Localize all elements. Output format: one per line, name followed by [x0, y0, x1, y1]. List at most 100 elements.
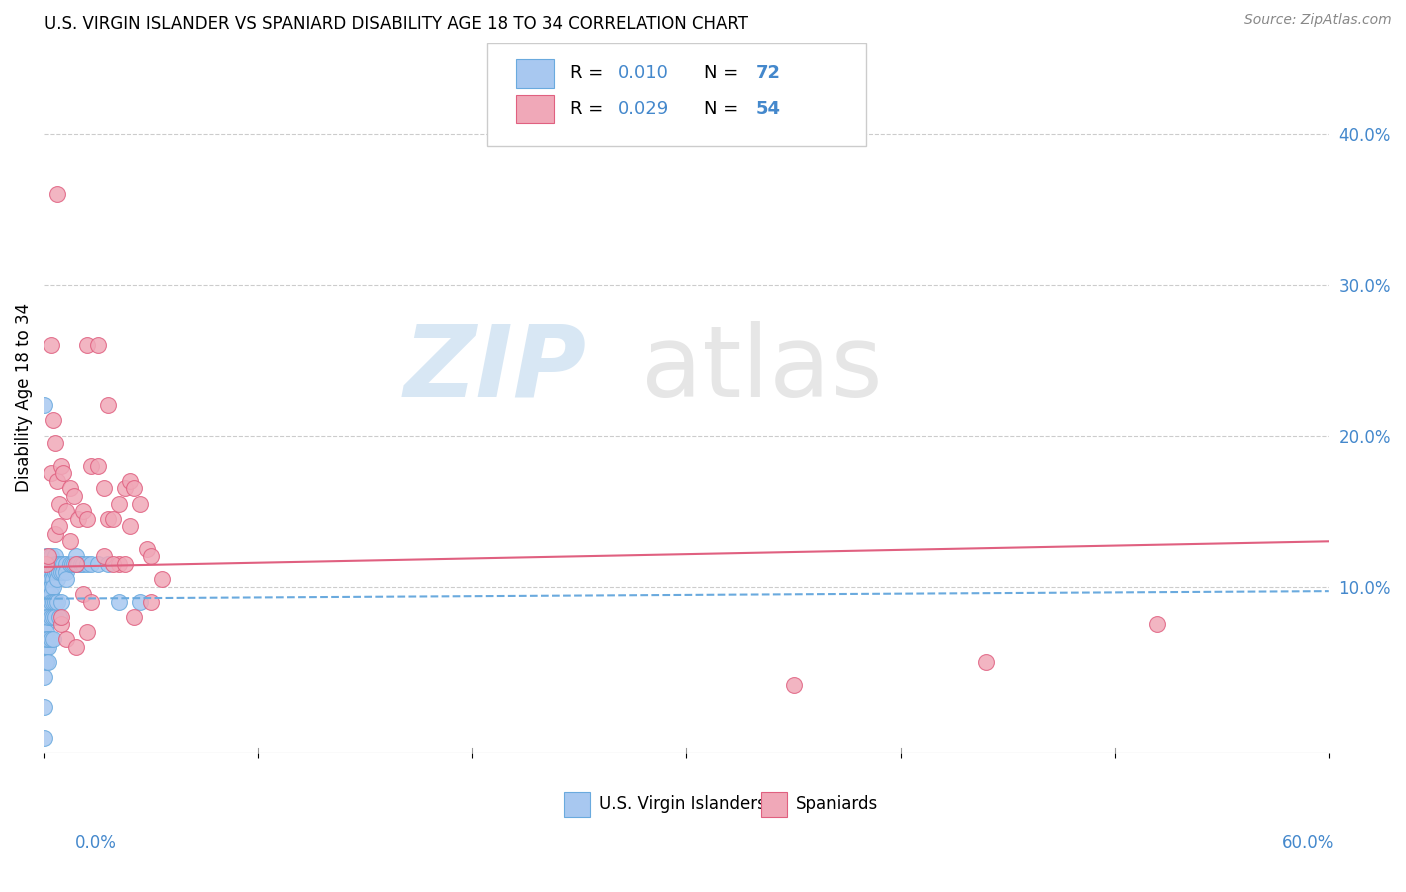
Text: N =: N = — [704, 64, 744, 82]
Point — [41, 557, 63, 571]
Point — [41, 632, 63, 647]
Point — [80, 458, 103, 473]
Point — [39, 580, 62, 594]
Point — [93, 482, 115, 496]
Text: atlas: atlas — [641, 321, 883, 418]
Point — [129, 497, 152, 511]
FancyBboxPatch shape — [516, 59, 554, 87]
Point — [39, 549, 62, 564]
Point — [97, 557, 120, 571]
Point — [48, 497, 70, 511]
Point — [97, 511, 120, 525]
Point — [48, 565, 70, 579]
Point — [37, 640, 59, 654]
Point — [108, 557, 131, 571]
Point — [48, 557, 70, 571]
Point — [118, 474, 141, 488]
Point — [55, 565, 77, 579]
Point — [37, 549, 59, 564]
Point — [72, 587, 94, 601]
Point — [51, 617, 73, 632]
Point — [76, 624, 98, 639]
Point — [35, 632, 58, 647]
Point — [48, 519, 70, 533]
Text: 60.0%: 60.0% — [1281, 834, 1334, 852]
Text: R =: R = — [569, 64, 609, 82]
Point — [52, 557, 75, 571]
Text: Source: ZipAtlas.com: Source: ZipAtlas.com — [1244, 13, 1392, 28]
Point — [1146, 617, 1168, 632]
Point — [39, 565, 62, 579]
Point — [39, 572, 62, 586]
Point — [37, 580, 59, 594]
Point — [44, 549, 66, 564]
Point — [69, 557, 91, 571]
Point — [80, 557, 103, 571]
Point — [37, 655, 59, 669]
Point — [59, 482, 82, 496]
Point — [141, 549, 163, 564]
Text: 0.010: 0.010 — [619, 64, 669, 82]
Point — [37, 557, 59, 571]
Point — [76, 511, 98, 525]
Point — [65, 557, 87, 571]
Text: U.S. Virgin Islanders: U.S. Virgin Islanders — [599, 795, 766, 813]
Point — [35, 549, 58, 564]
Point — [35, 609, 58, 624]
Point — [41, 580, 63, 594]
FancyBboxPatch shape — [488, 43, 866, 145]
Point — [35, 565, 58, 579]
Point — [44, 595, 66, 609]
Point — [65, 549, 87, 564]
Point — [72, 504, 94, 518]
Point — [41, 572, 63, 586]
Point — [51, 557, 73, 571]
Point — [52, 467, 75, 481]
Point — [108, 497, 131, 511]
Point — [39, 587, 62, 601]
Point — [41, 595, 63, 609]
Point — [86, 458, 108, 473]
Point — [44, 436, 66, 450]
Point — [72, 557, 94, 571]
Point — [86, 557, 108, 571]
Text: ZIP: ZIP — [404, 321, 586, 418]
Point — [48, 609, 70, 624]
Point — [51, 458, 73, 473]
Point — [46, 474, 69, 488]
Point — [37, 632, 59, 647]
Point — [150, 572, 173, 586]
Point — [44, 609, 66, 624]
Point — [974, 655, 997, 669]
Text: N =: N = — [704, 100, 744, 118]
Point — [51, 565, 73, 579]
Point — [141, 595, 163, 609]
Point — [55, 632, 77, 647]
Point — [32, 670, 55, 684]
Point — [46, 186, 69, 201]
Point — [41, 413, 63, 427]
Point — [44, 565, 66, 579]
FancyBboxPatch shape — [761, 792, 786, 817]
Point — [35, 557, 58, 571]
Point — [39, 467, 62, 481]
Point — [122, 482, 145, 496]
Point — [129, 595, 152, 609]
Point — [97, 398, 120, 412]
Point — [35, 655, 58, 669]
Point — [108, 595, 131, 609]
Text: 72: 72 — [756, 64, 780, 82]
Text: 0.029: 0.029 — [619, 100, 669, 118]
Point — [35, 640, 58, 654]
Point — [67, 557, 90, 571]
Point — [39, 609, 62, 624]
Point — [55, 557, 77, 571]
Point — [46, 557, 69, 571]
Point — [59, 557, 82, 571]
Text: R =: R = — [569, 100, 609, 118]
Point — [51, 595, 73, 609]
Point — [122, 609, 145, 624]
Point — [41, 609, 63, 624]
Point — [86, 338, 108, 352]
Point — [51, 609, 73, 624]
